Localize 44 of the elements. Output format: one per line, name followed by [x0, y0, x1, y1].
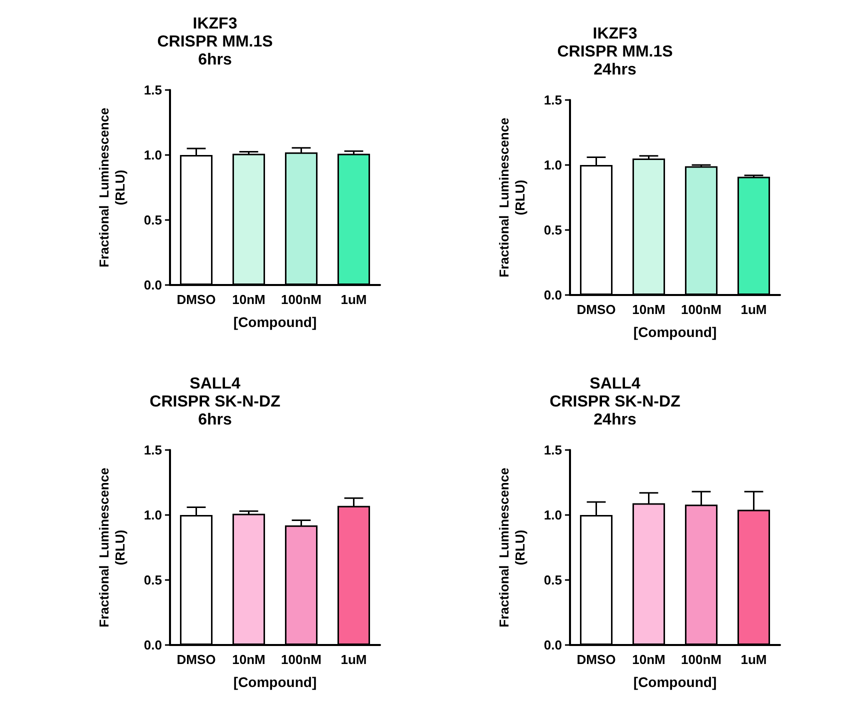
chart-title: SALL4 CRISPR SK-N-DZ 24hrs — [550, 376, 681, 428]
x-tick-label: 10nM — [632, 652, 666, 667]
y-tick-label: 1.0 — [144, 508, 162, 522]
y-tick-label: 1.5 — [544, 442, 562, 458]
x-axis-title: [Compound] — [633, 324, 717, 340]
y-tick-label: 0.5 — [144, 212, 162, 228]
x-tick-label: 10nM — [632, 302, 666, 317]
x-tick-label: 100nM — [281, 652, 322, 667]
y-tick-label: 1.5 — [544, 92, 562, 108]
x-tick-label: 1uM — [740, 302, 767, 317]
x-tick-label: 10nM — [232, 292, 266, 307]
y-tick-label: 1.0 — [544, 158, 562, 172]
x-tick-label: 1uM — [740, 652, 767, 667]
x-tick-label: DMSO — [176, 652, 216, 667]
y-axis-title: Fractional Luminescence (RLU) — [496, 468, 528, 628]
x-axis-title: [Compound] — [633, 674, 717, 690]
x-axis-title: [Compound] — [233, 674, 317, 690]
x-tick-label: 100nM — [681, 652, 722, 667]
x-tick-label: DMSO — [176, 292, 216, 307]
y-axis-title: Fractional Luminescence (RLU) — [96, 108, 128, 268]
y-tick-label: 0.0 — [144, 638, 162, 652]
chart-title: SALL4 CRISPR SK-N-DZ 6hrs — [150, 376, 281, 428]
y-tick-label: 0.0 — [144, 278, 162, 292]
x-tick-label: 10nM — [232, 652, 266, 667]
y-tick-label: 1.5 — [144, 442, 162, 458]
x-tick-label: DMSO — [576, 302, 616, 317]
y-tick-label: 0.0 — [544, 638, 562, 652]
x-tick-label: 100nM — [281, 292, 322, 307]
x-tick-label: 1uM — [340, 652, 367, 667]
x-axis-title: [Compound] — [233, 314, 317, 330]
y-tick-label: 1.0 — [544, 508, 562, 522]
x-tick-label: DMSO — [576, 652, 616, 667]
y-tick-label: 0.5 — [544, 222, 562, 238]
y-axis-title: Fractional Luminescence (RLU) — [96, 468, 128, 628]
chart-title: IKZF3 CRISPR MM.1S 6hrs — [157, 16, 274, 68]
y-tick-label: 0.5 — [144, 572, 162, 588]
chart-title: IKZF3 CRISPR MM.1S 24hrs — [557, 26, 674, 78]
x-tick-label: 100nM — [681, 302, 722, 317]
y-tick-label: 0.5 — [544, 572, 562, 588]
y-tick-label: 1.5 — [144, 82, 162, 98]
y-tick-label: 0.0 — [544, 288, 562, 302]
x-tick-label: 1uM — [340, 292, 367, 307]
y-tick-label: 1.0 — [144, 148, 162, 162]
y-axis-title: Fractional Luminescence (RLU) — [496, 118, 528, 278]
